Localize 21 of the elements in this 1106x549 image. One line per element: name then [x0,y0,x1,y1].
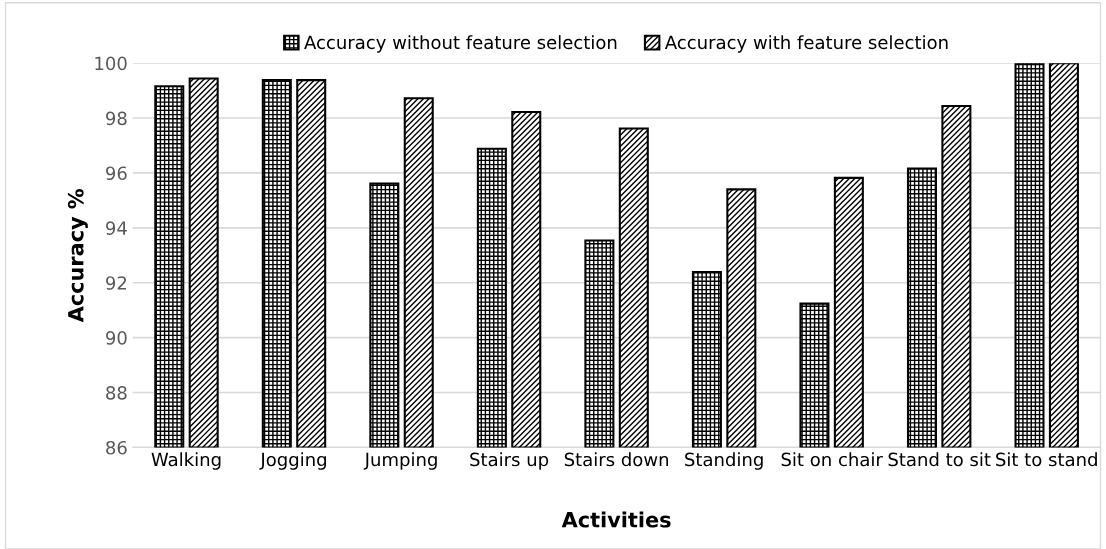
y-axis-title: Accuracy % [67,188,88,323]
x-tick-label: Jogging [259,452,326,470]
x-tick-label: Sit on chair [781,452,883,467]
legend-label: Accuracy without feature selection [304,35,617,53]
y-tick-label: 94 [106,221,127,235]
y-tick-label: 98 [106,111,127,126]
x-tick-label: Sit to stand [996,452,1097,467]
x-axis-title: Activities [561,511,671,528]
y-tick-label: 90 [106,331,127,345]
y-tick-label: 96 [106,166,127,181]
y-tick-label: 92 [106,276,127,290]
x-tick-label: Stairs up [470,452,549,470]
x-tick-label: Jumping [363,452,437,470]
y-tick-label: 86 [106,440,127,455]
x-tick-label: Standing [685,452,763,470]
y-tick-label: 88 [106,385,127,400]
x-tick-label: Walking [151,452,221,470]
x-tick-label: Stairs down [564,452,669,467]
x-tick-label: Stand to sit [888,452,991,467]
y-tick-label: 100 [95,56,127,71]
legend-label: Accuracy with feature selection [664,35,948,53]
